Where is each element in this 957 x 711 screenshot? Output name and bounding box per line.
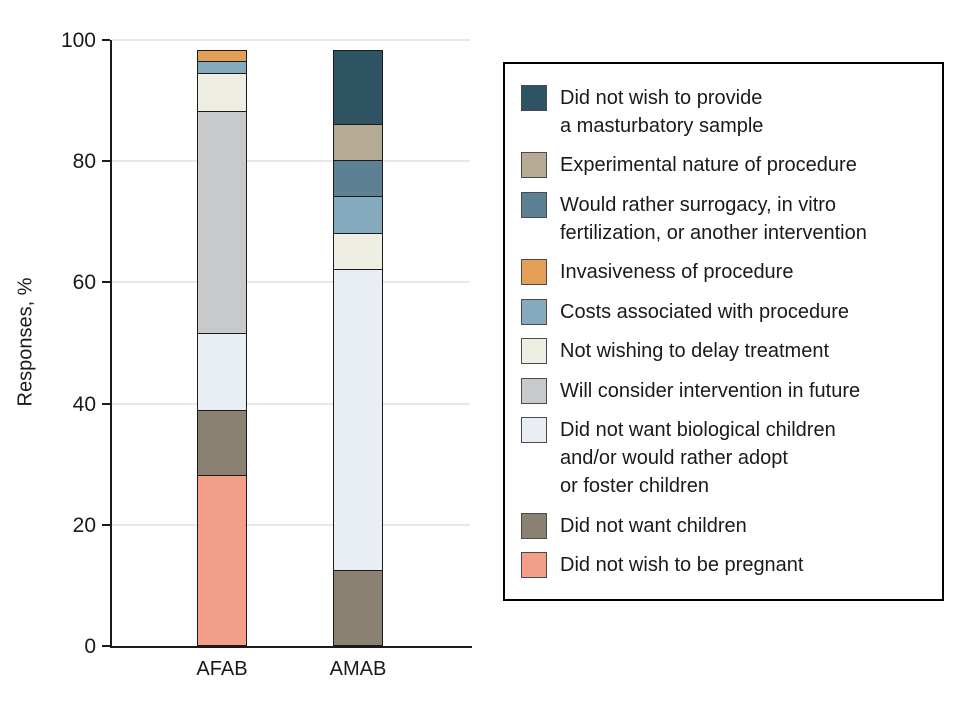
gridline-60 [112, 281, 470, 284]
legend-swatch [521, 377, 547, 404]
y-tick-label-80: 80 [72, 150, 96, 174]
legend-label: Experimental nature of procedure [560, 154, 857, 177]
bar-afab [197, 40, 247, 646]
legend-label: Will consider intervention in future [560, 379, 861, 402]
legend-label: Costs associated with procedure [560, 300, 850, 323]
legend-swatch [521, 152, 547, 179]
legend-item: Not wishing to delay treatment [521, 337, 926, 365]
y-axis-line [110, 40, 112, 648]
y-tick-mark-100 [102, 39, 110, 41]
legend-item: Did not wish to provide a masturbatory s… [521, 84, 926, 140]
gridline-80 [112, 160, 470, 163]
bar-amab [333, 40, 383, 646]
bar-segment [333, 196, 383, 235]
legend-item: Did not wish to be pregnant [521, 551, 926, 579]
gridline-100 [112, 39, 470, 41]
legend-item: Invasiveness of procedure [521, 258, 926, 286]
bar-segment [197, 110, 247, 335]
bar-segment [197, 410, 247, 477]
bar-segment [333, 123, 383, 162]
bar-segment [333, 570, 383, 646]
legend-item: Did not want biological children and/or … [521, 416, 926, 500]
x-category-label-afab: AFAB [196, 658, 248, 680]
bar-segment [197, 73, 247, 113]
y-tick-label-0: 0 [84, 635, 96, 658]
legend-swatch [521, 259, 547, 286]
legend-label: Did not want children [560, 514, 747, 537]
y-tick-mark-60 [102, 281, 110, 284]
legend-box: Did not wish to provide a masturbatory s… [503, 62, 944, 601]
legend-label: Not wishing to delay treatment [560, 340, 830, 363]
y-tick-label-20: 20 [72, 513, 96, 537]
legend-swatch [521, 191, 547, 218]
bar-segment [197, 474, 247, 646]
bar-segment [197, 333, 247, 412]
bar-segment [333, 160, 383, 198]
y-axis-title: Responses, % [14, 277, 37, 407]
x-axis-line [110, 646, 472, 648]
legend-swatch [521, 85, 547, 111]
gridline-40 [112, 402, 470, 405]
legend-swatch [521, 338, 547, 365]
y-tick-label-40: 40 [72, 392, 96, 416]
legend-swatch [521, 417, 547, 444]
legend-swatch [521, 512, 547, 539]
legend-item: Would rather surrogacy, in vitro fertili… [521, 191, 926, 247]
plot-area: 0 20 40 60 80 100 AFAB AMAB [61, 30, 472, 680]
legend-item: Costs associated with procedure [521, 298, 926, 326]
y-tick-mark-0 [102, 645, 110, 647]
bar-segment [333, 49, 383, 126]
bar-segment [333, 232, 383, 271]
x-category-label-amab: AMAB [329, 658, 387, 680]
gridline-20 [112, 523, 470, 526]
legend-label: Would rather surrogacy, in vitro fertili… [560, 193, 867, 244]
legend-label: Did not wish to be pregnant [560, 553, 804, 576]
y-tick-mark-20 [102, 523, 110, 526]
legend-item: Will consider intervention in future [521, 377, 926, 405]
legend-item: Experimental nature of procedure [521, 151, 926, 179]
legend-label: Invasiveness of procedure [560, 261, 794, 284]
legend-swatch [521, 298, 547, 325]
y-tick-label-100: 100 [60, 29, 96, 52]
legend-label: Did not want biological children and/or … [560, 419, 836, 498]
bar-segment [333, 268, 383, 572]
y-tick-mark-80 [102, 160, 110, 163]
legend-swatch [521, 551, 547, 578]
legend-label: Did not wish to provide a masturbatory s… [560, 87, 764, 137]
y-tick-label-60: 60 [72, 271, 96, 295]
y-tick-mark-40 [102, 402, 110, 405]
legend-item: Did not want children [521, 512, 926, 540]
